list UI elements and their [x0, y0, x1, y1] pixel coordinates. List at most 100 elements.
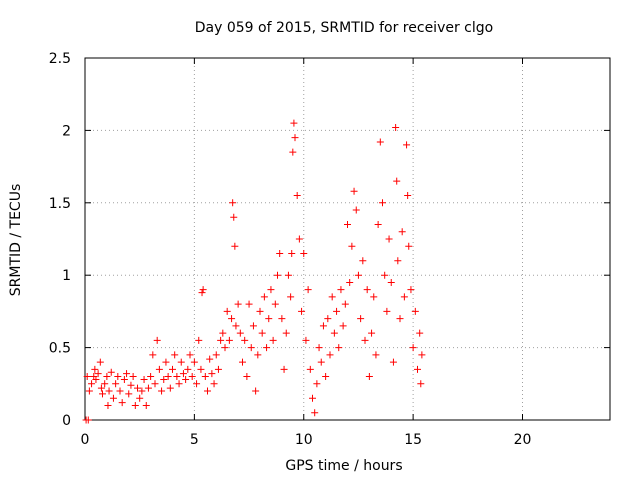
- data-point: [116, 387, 124, 395]
- data-point: [291, 134, 299, 142]
- data-point: [210, 380, 218, 388]
- data-point: [149, 351, 157, 359]
- data-point: [260, 293, 268, 301]
- data-point: [217, 336, 225, 344]
- data-point: [147, 373, 155, 381]
- data-point: [363, 286, 371, 294]
- data-point: [365, 373, 373, 381]
- data-point: [337, 286, 345, 294]
- data-point: [88, 380, 96, 388]
- data-point: [101, 380, 109, 388]
- data-point: [324, 315, 332, 323]
- chart-title: Day 059 of 2015, SRMTID for receiver clg…: [195, 20, 493, 36]
- data-point: [256, 307, 264, 315]
- data-point: [416, 329, 424, 337]
- data-point: [225, 336, 233, 344]
- data-point: [91, 365, 99, 373]
- y-tick-label: 0: [62, 413, 71, 429]
- data-point: [387, 278, 395, 286]
- data-point: [140, 375, 148, 383]
- data-point: [201, 373, 209, 381]
- data-point: [230, 213, 238, 221]
- y-tick-label: 1.5: [49, 196, 71, 212]
- data-point: [223, 307, 231, 315]
- data-point: [198, 289, 206, 297]
- data-point: [179, 370, 187, 378]
- data-point: [276, 249, 284, 257]
- data-point: [193, 380, 201, 388]
- x-axis-label: GPS time / hours: [285, 458, 402, 474]
- data-point: [417, 380, 425, 388]
- data-point: [414, 365, 421, 373]
- data-point: [341, 300, 349, 308]
- data-point: [105, 387, 113, 395]
- data-point: [144, 384, 152, 392]
- data-point: [195, 336, 203, 344]
- data-point: [212, 351, 220, 359]
- data-point: [120, 375, 128, 383]
- data-point: [352, 206, 360, 214]
- data-point: [96, 358, 104, 366]
- data-point: [155, 365, 163, 373]
- data-point: [129, 373, 137, 381]
- data-point: [85, 387, 93, 395]
- data-point: [241, 336, 249, 344]
- data-point: [379, 199, 386, 207]
- data-point: [344, 221, 351, 229]
- data-point: [204, 387, 211, 395]
- y-tick-label: 2: [62, 123, 71, 139]
- data-point: [142, 402, 150, 410]
- data-point: [302, 336, 310, 344]
- data-point: [396, 315, 404, 323]
- data-point: [265, 315, 273, 323]
- data-point: [171, 351, 179, 359]
- data-point: [109, 394, 117, 402]
- data-point: [370, 293, 378, 301]
- y-tick-label: 0.5: [49, 341, 71, 357]
- data-point: [232, 322, 240, 330]
- data-point: [348, 242, 356, 250]
- axis-tick-labels: 0 0.5 1 1.5 2 2.5 0 5 10 15 20: [49, 51, 532, 448]
- data-point: [243, 373, 251, 381]
- data-point: [234, 300, 242, 308]
- data-point: [376, 138, 384, 146]
- data-point: [118, 399, 126, 407]
- data-point: [245, 300, 253, 308]
- data-point: [263, 344, 271, 352]
- data-point: [374, 221, 382, 229]
- grid-lines: [85, 58, 610, 420]
- data-point: [136, 394, 144, 402]
- data-point: [407, 286, 415, 294]
- data-point: [252, 387, 260, 395]
- data-point: [394, 257, 402, 265]
- data-point: [418, 351, 426, 359]
- data-point: [123, 370, 131, 378]
- data-point: [254, 351, 262, 359]
- data-point: [208, 370, 216, 378]
- data-point: [153, 336, 161, 344]
- data-point: [247, 344, 255, 352]
- data-point: [359, 257, 367, 265]
- data-point: [231, 242, 239, 250]
- data-point: [354, 271, 362, 279]
- data-point: [92, 375, 100, 383]
- data-point: [319, 322, 327, 330]
- data-point: [267, 286, 275, 294]
- data-point: [114, 373, 122, 381]
- data-point: [186, 351, 194, 359]
- data-point: [249, 322, 257, 330]
- data-point: [287, 293, 295, 301]
- data-point: [295, 235, 303, 243]
- data-point: [330, 329, 338, 337]
- data-point: [326, 351, 334, 359]
- data-point: [311, 409, 319, 417]
- data-point: [328, 293, 336, 301]
- data-point: [258, 329, 266, 337]
- data-point: [346, 278, 354, 286]
- data-point: [173, 373, 181, 381]
- y-tick-label: 1: [62, 268, 71, 284]
- data-point: [229, 199, 237, 207]
- data-point: [282, 329, 290, 337]
- data-point: [383, 307, 391, 315]
